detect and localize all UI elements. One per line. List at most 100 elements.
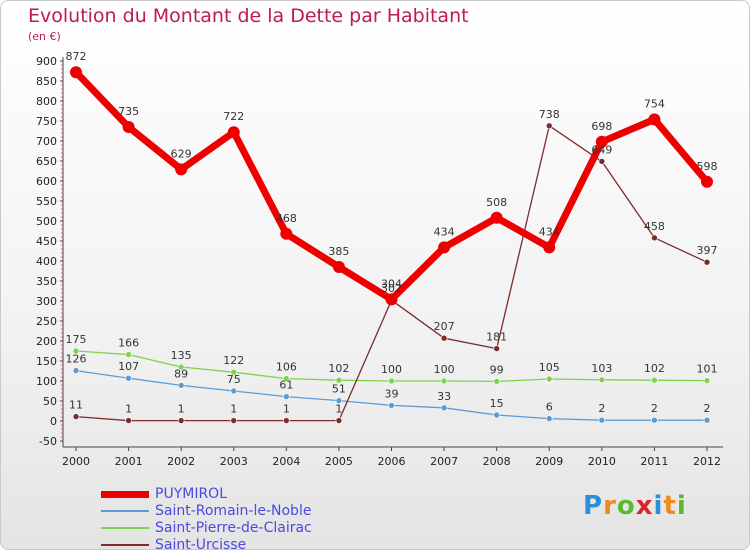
y-tick-label: 800: [36, 95, 57, 108]
data-label: 166: [118, 337, 139, 350]
x-tick-label: 2000: [62, 455, 90, 468]
data-label: 11: [69, 399, 83, 412]
y-tick-label: 250: [36, 315, 57, 328]
data-label: 2: [651, 402, 658, 415]
y-tick-label: 650: [36, 155, 57, 168]
y-tick-label: 600: [36, 175, 57, 188]
data-label: 39: [385, 387, 399, 400]
data-label: 1: [125, 403, 132, 416]
logo-letter: x: [635, 491, 654, 521]
data-label: 99: [490, 363, 504, 376]
x-tick-label: 2005: [325, 455, 353, 468]
data-label: 738: [539, 108, 560, 121]
data-label: 181: [486, 331, 507, 344]
data-point: [651, 376, 658, 384]
x-tick-label: 2004: [272, 455, 300, 468]
legend-item: Saint-Pierre-de-Clairac: [101, 521, 312, 535]
data-label: 872: [66, 50, 87, 63]
logo-letter: P: [583, 491, 604, 521]
data-label: 754: [644, 97, 665, 110]
logo-letter: o: [616, 491, 636, 521]
logo-letter: i: [676, 491, 687, 521]
data-label: 15: [490, 397, 504, 410]
legend-label: Saint-Romain-le-Noble: [155, 503, 312, 519]
data-point: [125, 351, 132, 358]
y-tick-label: 150: [36, 355, 57, 368]
proxiti-logo: Proxiti: [583, 491, 687, 521]
data-point: [385, 293, 398, 306]
data-label: 434: [539, 225, 560, 238]
legend-item: PUYMIROL: [101, 487, 227, 501]
data-point: [545, 122, 553, 130]
data-label: 397: [697, 244, 718, 257]
data-label: 51: [332, 383, 346, 396]
data-label: 649: [591, 143, 612, 156]
data-point: [648, 113, 661, 126]
data-point: [70, 66, 82, 79]
chart-unit: (en €): [28, 30, 61, 43]
logo-letter: i: [653, 491, 664, 521]
data-point: [703, 377, 711, 384]
data-label: 304: [381, 277, 402, 290]
chart-title: Evolution du Montant de la Dette par Hab…: [28, 5, 469, 27]
data-point: [283, 375, 290, 382]
x-tick-label: 2002: [167, 455, 195, 468]
series-puymirol: [70, 66, 713, 306]
legend-item: Saint-Urcisse: [101, 538, 246, 549]
y-tick-label: 850: [36, 75, 57, 88]
data-point: [595, 135, 608, 148]
y-tick-label: 50: [43, 395, 57, 408]
y-tick-label: 700: [36, 135, 57, 148]
data-label: 468: [276, 212, 297, 225]
data-point: [280, 227, 293, 240]
data-point: [227, 126, 240, 139]
data-point: [335, 397, 343, 404]
data-point: [230, 417, 238, 424]
data-label: 106: [276, 361, 297, 374]
data-point: [598, 158, 606, 165]
data-label: 722: [223, 110, 244, 123]
data-label: 107: [118, 360, 139, 373]
data-label: 302: [381, 282, 402, 295]
data-label: 385: [328, 245, 349, 258]
x-tick-label: 2003: [220, 455, 248, 468]
data-label: 698: [591, 120, 612, 133]
data-label: 135: [171, 349, 192, 362]
data-point: [283, 417, 290, 424]
y-tick-label: 0: [50, 415, 57, 428]
data-point: [177, 363, 185, 371]
data-point: [175, 163, 188, 176]
legend-label: PUYMIROL: [155, 486, 227, 502]
data-label: 598: [697, 160, 718, 173]
legend-item: Saint-Romain-le-Noble: [101, 504, 311, 518]
y-tick-label: 900: [36, 55, 57, 68]
x-tick-label: 2001: [115, 455, 143, 468]
data-point: [440, 404, 448, 412]
data-point: [651, 416, 658, 424]
data-label: 2: [598, 402, 605, 415]
data-label: 101: [697, 363, 718, 376]
x-tick-label: 2007: [430, 455, 458, 468]
data-label: 508: [486, 196, 507, 209]
logo-letter: t: [663, 491, 677, 521]
x-tick-label: 2006: [378, 455, 406, 468]
data-point: [335, 417, 343, 424]
legend-swatch: [101, 527, 149, 529]
x-tick-label: 2008: [483, 455, 511, 468]
data-label: 61: [279, 379, 293, 392]
x-tick-label: 2012: [693, 455, 721, 468]
data-point: [283, 393, 290, 400]
series-line: [72, 68, 711, 303]
data-label: 105: [539, 361, 560, 374]
data-point: [388, 402, 395, 409]
data-point: [545, 375, 553, 383]
data-point: [493, 411, 500, 419]
data-point: [703, 416, 711, 424]
data-point: [177, 417, 185, 424]
data-label: 1: [335, 403, 342, 416]
data-point: [493, 345, 500, 352]
data-point: [332, 261, 345, 273]
data-point: [72, 367, 80, 374]
legend-swatch: [101, 544, 149, 546]
